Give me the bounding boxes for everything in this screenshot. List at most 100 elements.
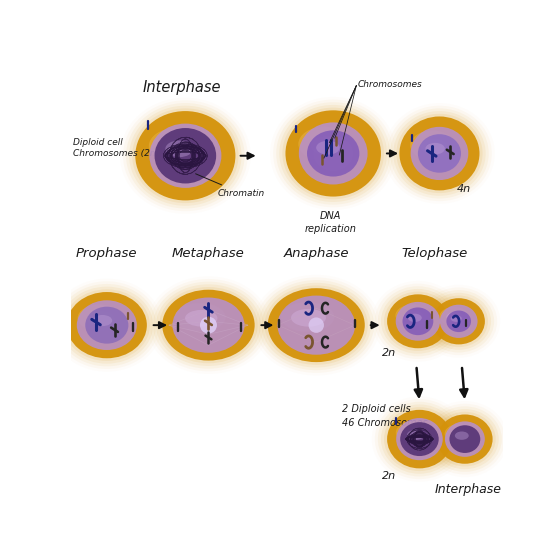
Ellipse shape [384,407,455,471]
Text: 2 Diploid cells
46 Chromosomes: 2 Diploid cells 46 Chromosomes [342,404,428,428]
Ellipse shape [437,414,493,464]
Ellipse shape [126,103,245,208]
Ellipse shape [426,293,491,350]
Ellipse shape [150,124,221,188]
Ellipse shape [299,123,367,184]
Ellipse shape [381,404,458,474]
Ellipse shape [407,430,424,440]
Ellipse shape [404,311,423,322]
Ellipse shape [430,296,488,347]
Ellipse shape [85,307,128,344]
Ellipse shape [265,286,368,365]
Ellipse shape [387,410,452,468]
Ellipse shape [165,141,193,157]
Ellipse shape [410,130,454,160]
Text: DNA
replication: DNA replication [304,211,356,234]
Ellipse shape [421,139,447,155]
Text: Prophase: Prophase [76,247,138,260]
Ellipse shape [185,310,217,326]
Ellipse shape [395,305,430,326]
Ellipse shape [403,307,433,335]
Ellipse shape [426,143,445,155]
Text: 2n: 2n [382,348,396,358]
Ellipse shape [282,108,384,199]
Ellipse shape [276,102,390,204]
Text: Anaphase: Anaphase [283,247,349,260]
Ellipse shape [262,283,371,367]
Ellipse shape [316,141,340,155]
Ellipse shape [450,425,480,453]
Ellipse shape [78,305,122,331]
Ellipse shape [314,136,353,171]
Ellipse shape [277,296,355,354]
Ellipse shape [149,128,204,164]
Ellipse shape [129,106,241,206]
Ellipse shape [259,280,374,370]
Ellipse shape [428,407,502,472]
Ellipse shape [268,288,365,362]
Text: Metaphase: Metaphase [172,247,245,260]
Ellipse shape [445,421,485,457]
Ellipse shape [381,289,455,354]
Ellipse shape [93,315,112,326]
Text: Interphase: Interphase [435,483,501,496]
Ellipse shape [87,311,114,326]
Ellipse shape [418,134,461,172]
Ellipse shape [309,318,324,333]
Ellipse shape [404,427,425,440]
Ellipse shape [279,105,387,202]
Ellipse shape [291,309,326,326]
Ellipse shape [77,300,137,350]
Ellipse shape [172,297,245,353]
Ellipse shape [446,310,471,332]
Text: 4n: 4n [457,184,471,194]
Ellipse shape [162,138,194,157]
Ellipse shape [155,128,216,184]
Ellipse shape [396,421,431,445]
Ellipse shape [396,418,443,460]
Ellipse shape [396,302,440,340]
Ellipse shape [455,432,469,440]
Ellipse shape [60,287,153,363]
Ellipse shape [434,412,496,466]
Ellipse shape [153,282,264,368]
Ellipse shape [136,111,235,200]
Ellipse shape [311,137,342,155]
Ellipse shape [307,130,360,176]
Ellipse shape [400,422,438,456]
Ellipse shape [423,290,494,352]
Ellipse shape [432,298,485,344]
Text: Chromatin: Chromatin [195,174,265,198]
Ellipse shape [286,110,381,197]
Ellipse shape [281,302,334,332]
Ellipse shape [440,307,468,325]
Ellipse shape [410,127,468,180]
Text: 2n: 2n [382,471,396,481]
Ellipse shape [132,109,239,203]
Ellipse shape [378,286,458,356]
Ellipse shape [64,290,150,361]
Ellipse shape [446,312,464,322]
Text: Interphase: Interphase [142,80,221,95]
Ellipse shape [298,127,351,161]
Ellipse shape [162,290,255,361]
Text: Telophase: Telophase [402,247,468,260]
Ellipse shape [390,109,489,198]
Ellipse shape [393,111,486,196]
Ellipse shape [200,316,217,334]
Ellipse shape [67,292,147,358]
Ellipse shape [156,284,261,366]
Text: Diploid cell
Chromosomes (2n): Diploid cell Chromosomes (2n) [73,138,159,158]
Ellipse shape [387,295,449,348]
Ellipse shape [440,305,478,338]
Ellipse shape [175,303,226,332]
Ellipse shape [451,315,462,322]
Ellipse shape [378,402,461,477]
Ellipse shape [396,114,483,193]
Ellipse shape [408,314,422,322]
Ellipse shape [58,284,156,366]
Ellipse shape [452,430,470,440]
Ellipse shape [445,424,475,444]
Ellipse shape [384,292,452,351]
Text: Chromosomes: Chromosomes [358,80,423,88]
